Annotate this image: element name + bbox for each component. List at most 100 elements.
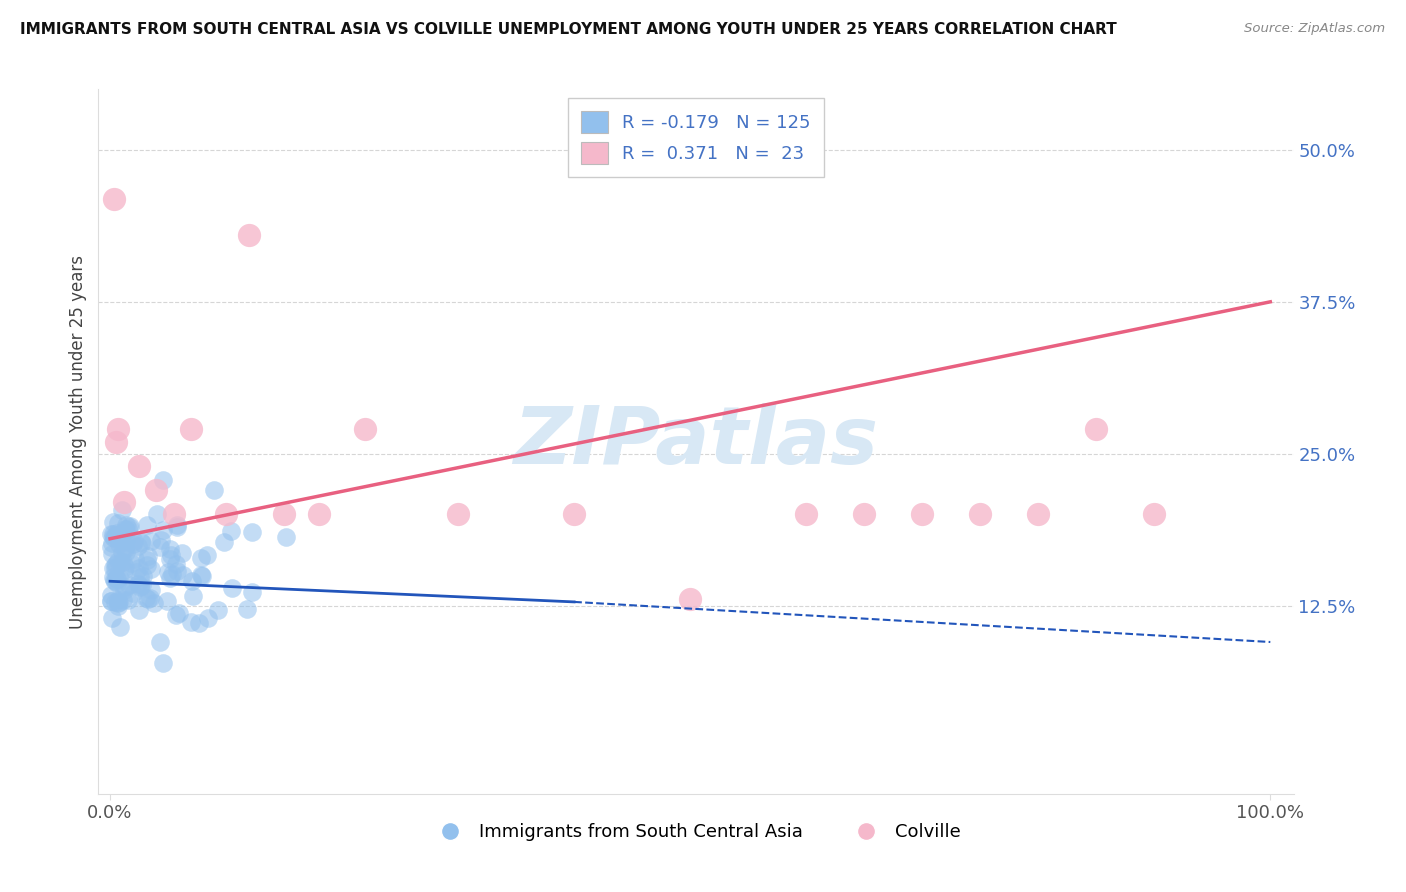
Point — [166, 520, 188, 534]
Point — [104, 574, 127, 588]
Point — [101, 530, 124, 544]
Point — [117, 593, 139, 607]
Point — [112, 533, 135, 548]
Point — [170, 546, 193, 560]
Point — [104, 558, 127, 572]
Point — [138, 591, 160, 606]
Point — [1143, 508, 1166, 522]
Point — [308, 508, 330, 522]
Point — [110, 555, 132, 569]
Point — [165, 557, 187, 571]
Point — [354, 422, 377, 436]
Point — [105, 526, 128, 541]
Point — [162, 566, 184, 581]
Point — [107, 422, 129, 436]
Point — [127, 539, 149, 553]
Point — [143, 597, 166, 611]
Point — [100, 594, 122, 608]
Point — [101, 547, 124, 561]
Point — [115, 533, 138, 548]
Point — [236, 602, 259, 616]
Point — [159, 541, 181, 556]
Point — [114, 522, 136, 536]
Point — [240, 584, 263, 599]
Legend: Immigrants from South Central Asia, Colville: Immigrants from South Central Asia, Colv… — [425, 816, 967, 848]
Point — [191, 568, 214, 582]
Point — [112, 495, 135, 509]
Point — [128, 458, 150, 473]
Point — [118, 519, 141, 533]
Point — [274, 530, 297, 544]
Point — [101, 526, 124, 541]
Point — [183, 589, 205, 603]
Text: Source: ZipAtlas.com: Source: ZipAtlas.com — [1244, 22, 1385, 36]
Point — [100, 588, 122, 602]
Point — [108, 536, 131, 550]
Point — [911, 508, 934, 522]
Point — [117, 522, 139, 536]
Point — [118, 520, 141, 534]
Point — [212, 535, 235, 549]
Point — [149, 634, 172, 648]
Point — [103, 560, 125, 574]
Point — [121, 537, 143, 551]
Point — [679, 592, 702, 607]
Point — [104, 529, 127, 543]
Point — [136, 592, 159, 607]
Point — [145, 483, 167, 497]
Point — [166, 518, 188, 533]
Point — [125, 565, 148, 579]
Point — [180, 574, 202, 588]
Point — [100, 540, 122, 554]
Point — [107, 599, 129, 614]
Point — [127, 576, 149, 591]
Point — [156, 594, 179, 608]
Point — [138, 549, 160, 563]
Point — [107, 592, 129, 607]
Point — [202, 483, 225, 498]
Point — [128, 570, 150, 584]
Point — [122, 586, 145, 600]
Point — [135, 591, 157, 606]
Point — [101, 536, 124, 550]
Point — [215, 508, 238, 522]
Point — [136, 558, 159, 572]
Point — [105, 557, 128, 571]
Point — [114, 518, 136, 533]
Point — [112, 555, 135, 569]
Point — [101, 611, 124, 625]
Y-axis label: Unemployment Among Youth under 25 years: Unemployment Among Youth under 25 years — [69, 254, 87, 629]
Point — [114, 542, 136, 557]
Point — [131, 535, 153, 549]
Point — [105, 571, 128, 585]
Point — [112, 582, 135, 597]
Point — [166, 565, 188, 579]
Point — [107, 516, 129, 530]
Point — [101, 570, 124, 584]
Point — [100, 593, 122, 607]
Point — [105, 573, 128, 587]
Point — [207, 602, 229, 616]
Point — [447, 508, 470, 522]
Point — [114, 539, 136, 553]
Point — [167, 606, 190, 620]
Text: ZIPatlas: ZIPatlas — [513, 402, 879, 481]
Point — [969, 508, 991, 522]
Point — [190, 550, 212, 565]
Point — [240, 524, 263, 539]
Point — [108, 570, 131, 584]
Point — [107, 597, 129, 611]
Point — [115, 523, 138, 537]
Point — [103, 192, 125, 206]
Point — [105, 576, 128, 591]
Point — [180, 422, 202, 436]
Point — [159, 571, 181, 585]
Point — [114, 580, 136, 594]
Point — [180, 615, 202, 629]
Point — [131, 577, 153, 591]
Point — [794, 508, 817, 522]
Point — [165, 608, 187, 623]
Point — [114, 559, 136, 574]
Point — [146, 508, 169, 522]
Point — [129, 580, 152, 594]
